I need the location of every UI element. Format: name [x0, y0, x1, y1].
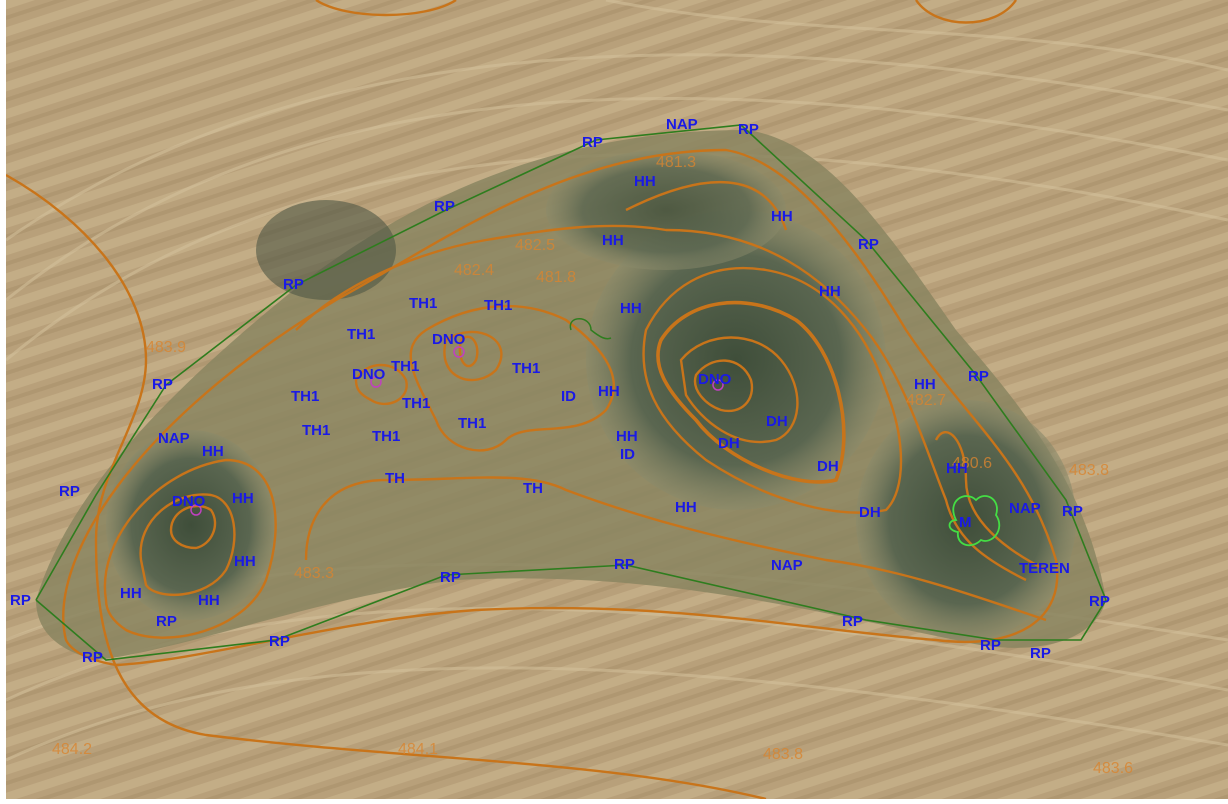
point-label[interactable]: TH1	[458, 415, 486, 432]
point-label[interactable]: RP	[842, 613, 863, 630]
thicket-northwest	[256, 200, 396, 300]
point-label[interactable]: RP	[738, 121, 759, 138]
point-label[interactable]: RP	[434, 198, 455, 215]
isoline-label: 483.9	[146, 339, 186, 356]
isoline-labels: 483.9 484.2 484.1 483.8 483.6 483.8 483.…	[52, 154, 1133, 777]
isoline-label: 482.7	[906, 392, 946, 409]
survey-point-labels: NAP RP RP HH RP HH HH RP RP HH TH1 TH1 H…	[10, 116, 1110, 666]
point-label[interactable]: DH	[817, 458, 839, 475]
point-label[interactable]: TH	[523, 480, 543, 497]
small-shrub-symbol	[569, 318, 612, 340]
isoline-label: 481.3	[656, 154, 696, 171]
point-label[interactable]: RP	[156, 613, 177, 630]
point-label[interactable]: HH	[232, 490, 254, 507]
point-label[interactable]: HH	[771, 208, 793, 225]
point-label[interactable]: TH1	[484, 297, 512, 314]
isoline-label: 481.8	[536, 269, 576, 286]
point-label[interactable]: RP	[980, 637, 1001, 654]
point-label[interactable]: ID	[620, 446, 635, 463]
point-label[interactable]: TH1	[291, 388, 319, 405]
point-label[interactable]: HH	[598, 383, 620, 400]
point-label[interactable]: HH	[634, 173, 656, 190]
isoline-label: 482.4	[454, 262, 494, 279]
map-canvas[interactable]: 483.9 484.2 484.1 483.8 483.6 483.8 483.…	[5, 0, 1228, 801]
point-label[interactable]: TH1	[391, 358, 419, 375]
point-label[interactable]: HH	[620, 300, 642, 317]
point-label[interactable]: RP	[1089, 593, 1110, 610]
point-label[interactable]: HH	[946, 460, 968, 477]
point-label[interactable]: HH	[675, 499, 697, 516]
point-label[interactable]: NAP	[158, 430, 190, 447]
point-label[interactable]: RP	[152, 376, 173, 393]
isoline-label: 484.2	[52, 741, 92, 758]
point-label[interactable]: DH	[766, 413, 788, 430]
point-label[interactable]: RP	[82, 649, 103, 666]
point-label[interactable]: TEREN	[1019, 560, 1070, 577]
point-label[interactable]: HH	[234, 553, 256, 570]
point-label[interactable]: RP	[1030, 645, 1051, 662]
point-label[interactable]: TH1	[372, 428, 400, 445]
point-label[interactable]: ID	[561, 388, 576, 405]
point-label[interactable]: DNO	[432, 331, 466, 348]
point-label[interactable]: DH	[859, 504, 881, 521]
point-label[interactable]: RP	[858, 236, 879, 253]
point-label[interactable]: NAP	[1009, 500, 1041, 517]
isoline-label: 483.8	[1069, 462, 1109, 479]
point-label[interactable]: RP	[1062, 503, 1083, 520]
point-label[interactable]: DNO	[172, 493, 206, 510]
point-label[interactable]: RP	[968, 368, 989, 385]
isoline-label: 480.6	[952, 455, 992, 472]
tree-symbol	[948, 495, 1001, 547]
point-label[interactable]: HH	[198, 592, 220, 609]
point-label[interactable]: HH	[602, 232, 624, 249]
point-markers	[190, 346, 724, 516]
isoline-label: 484.1	[398, 741, 438, 758]
point-label[interactable]: TH1	[409, 295, 437, 312]
point-label[interactable]: DH	[718, 435, 740, 452]
point-label[interactable]: TH	[385, 470, 405, 487]
thicket-north	[546, 150, 786, 270]
point-label[interactable]: HH	[202, 443, 224, 460]
point-label[interactable]: DNO	[352, 366, 386, 383]
point-label[interactable]: TH1	[347, 326, 375, 343]
point-label[interactable]: RP	[440, 569, 461, 586]
point-label[interactable]: M	[959, 514, 972, 531]
point-label[interactable]: TH1	[512, 360, 540, 377]
isoline-label: 483.8	[763, 746, 803, 763]
point-label[interactable]: RP	[582, 134, 603, 151]
survey-map[interactable]: 483.9 484.2 484.1 483.8 483.6 483.8 483.…	[5, 0, 1228, 801]
isoline-label: 483.6	[1093, 760, 1133, 777]
point-label[interactable]: RP	[59, 483, 80, 500]
boundary-line	[35, 124, 1107, 661]
point-label[interactable]: NAP	[771, 557, 803, 574]
thicket-east	[856, 400, 1076, 640]
point-label[interactable]: RP	[614, 556, 635, 573]
point-label[interactable]: DNO	[698, 371, 732, 388]
isoline-label: 483.3	[294, 565, 334, 582]
point-label[interactable]: HH	[120, 585, 142, 602]
point-label[interactable]: NAP	[666, 116, 698, 133]
isoline-label: 482.5	[515, 237, 555, 254]
point-label[interactable]: TH1	[302, 422, 330, 439]
point-label[interactable]: HH	[914, 376, 936, 393]
point-label[interactable]: RP	[10, 592, 31, 609]
point-label[interactable]: TH1	[402, 395, 430, 412]
point-label[interactable]: HH	[819, 283, 841, 300]
point-label[interactable]: RP	[283, 276, 304, 293]
thicket-west	[106, 430, 276, 620]
point-label[interactable]: RP	[269, 633, 290, 650]
point-label[interactable]: HH	[616, 428, 638, 445]
thicket-center	[586, 210, 886, 510]
contour-lines	[5, 0, 1059, 801]
